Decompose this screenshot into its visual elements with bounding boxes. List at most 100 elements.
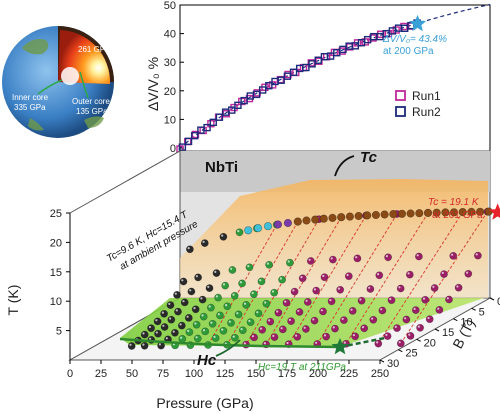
material-label: NbTi bbox=[205, 159, 238, 176]
b-tick bbox=[416, 338, 421, 342]
data-sphere bbox=[262, 299, 271, 308]
data-sphere bbox=[298, 274, 307, 283]
sphere-highlight bbox=[446, 297, 449, 300]
data-sphere bbox=[336, 285, 345, 294]
data-sphere bbox=[230, 291, 239, 300]
data-sphere bbox=[464, 269, 473, 278]
data-sphere bbox=[140, 330, 149, 339]
p-tick-label: 75 bbox=[157, 368, 169, 380]
data-sphere bbox=[287, 317, 295, 325]
sphere-highlight bbox=[168, 302, 171, 305]
run2-point bbox=[258, 86, 267, 94]
tc-label: Tc bbox=[360, 149, 378, 166]
p-tick-label: 175 bbox=[278, 368, 296, 380]
sphere-highlight bbox=[162, 324, 165, 327]
tc-curve-sphere bbox=[415, 209, 424, 218]
sphere-highlight bbox=[451, 253, 454, 256]
sphere-highlight bbox=[215, 295, 218, 298]
sphere-highlight bbox=[155, 319, 158, 322]
data-sphere bbox=[384, 253, 392, 262]
sphere-highlight bbox=[475, 253, 478, 256]
data-sphere bbox=[127, 342, 136, 350]
data-sphere bbox=[303, 298, 312, 306]
p-tick-label: 250 bbox=[371, 368, 389, 380]
run2-point bbox=[191, 131, 199, 140]
data-sphere bbox=[445, 295, 453, 304]
hc-pointer bbox=[215, 339, 241, 357]
hc-max-label: Hc=19 T at 211GPa bbox=[258, 362, 346, 373]
data-sphere bbox=[198, 295, 207, 304]
sphere-highlight bbox=[208, 305, 211, 308]
tc-curve-sphere bbox=[283, 218, 293, 228]
b-tick-label: 30 bbox=[387, 358, 399, 370]
data-sphere bbox=[411, 306, 420, 314]
sphere-highlight bbox=[247, 265, 250, 268]
data-sphere bbox=[200, 239, 209, 247]
data-sphere bbox=[192, 320, 201, 329]
volume-highlight-label-line1: ΔV/V₀= 43.4% bbox=[382, 34, 447, 45]
run2-point bbox=[283, 72, 292, 80]
run1-point bbox=[307, 59, 315, 67]
tc-curve-sphere bbox=[244, 226, 253, 235]
sphere-highlight bbox=[284, 300, 287, 303]
sphere-highlight bbox=[148, 325, 151, 329]
tc-slice bbox=[207, 224, 278, 346]
data-sphere bbox=[473, 251, 482, 260]
outer-core-arrow bbox=[79, 71, 89, 99]
sphere-highlight bbox=[266, 262, 269, 265]
tc-surface bbox=[180, 179, 488, 298]
tc-curve-sphere bbox=[406, 209, 415, 218]
volume-y-ticks: 0 10 20 30 40 50 bbox=[164, 0, 184, 155]
data-sphere bbox=[402, 315, 411, 324]
t-tick-label: 15 bbox=[50, 267, 62, 279]
data-sphere bbox=[387, 296, 396, 305]
tc-curve-sphere bbox=[254, 224, 263, 233]
sphere-highlight bbox=[422, 297, 426, 300]
tc-curve-sphere bbox=[311, 215, 320, 224]
data-sphere bbox=[250, 333, 258, 342]
volume-y-axis-label: ΔV/V₀ % bbox=[145, 57, 161, 111]
legend-run2-label: Run2 bbox=[412, 105, 441, 119]
sphere-highlight bbox=[394, 325, 397, 328]
data-sphere bbox=[170, 328, 179, 337]
sphere-highlight bbox=[225, 304, 228, 307]
data-sphere bbox=[160, 323, 169, 331]
p-tick-label: 225 bbox=[340, 368, 358, 380]
sphere-highlight bbox=[243, 342, 246, 345]
sphere-highlight bbox=[292, 289, 295, 292]
b-tick bbox=[398, 349, 403, 353]
sphere-highlight bbox=[456, 285, 459, 288]
tc-curve-sphere bbox=[337, 213, 346, 222]
earth-continents bbox=[22, 39, 104, 131]
sphere-highlight bbox=[202, 329, 206, 332]
sphere-highlight bbox=[264, 301, 267, 304]
tc-curve-sphere bbox=[476, 207, 485, 216]
sphere-highlight bbox=[251, 291, 254, 295]
tc-curve-sphere bbox=[441, 208, 450, 217]
data-sphere bbox=[270, 333, 279, 341]
data-sphere bbox=[193, 334, 202, 343]
volume-y-tick-label: 10 bbox=[164, 114, 176, 126]
data-sphere bbox=[185, 328, 194, 336]
sphere-highlight bbox=[380, 308, 383, 311]
sphere-highlight bbox=[259, 327, 263, 330]
sphere-highlight bbox=[279, 277, 282, 280]
sphere-highlight bbox=[165, 337, 168, 340]
tc-curve-sphere bbox=[302, 216, 311, 225]
sphere-highlight bbox=[341, 317, 344, 320]
hc-label: Hc bbox=[197, 352, 217, 369]
b-tick bbox=[489, 297, 495, 301]
data-sphere bbox=[282, 298, 291, 307]
data-sphere bbox=[234, 310, 243, 319]
sphere-highlight bbox=[385, 255, 388, 258]
sphere-highlight bbox=[202, 240, 205, 243]
sphere-highlight bbox=[427, 316, 430, 320]
data-sphere bbox=[187, 287, 196, 296]
sphere-highlight bbox=[297, 309, 300, 312]
sphere-highlight bbox=[355, 256, 358, 259]
sphere-highlight bbox=[195, 336, 198, 339]
run1-point bbox=[315, 57, 323, 65]
sphere-highlight bbox=[232, 293, 235, 296]
tc-curve-sphere bbox=[293, 217, 302, 226]
tc-curve-points bbox=[244, 207, 493, 235]
